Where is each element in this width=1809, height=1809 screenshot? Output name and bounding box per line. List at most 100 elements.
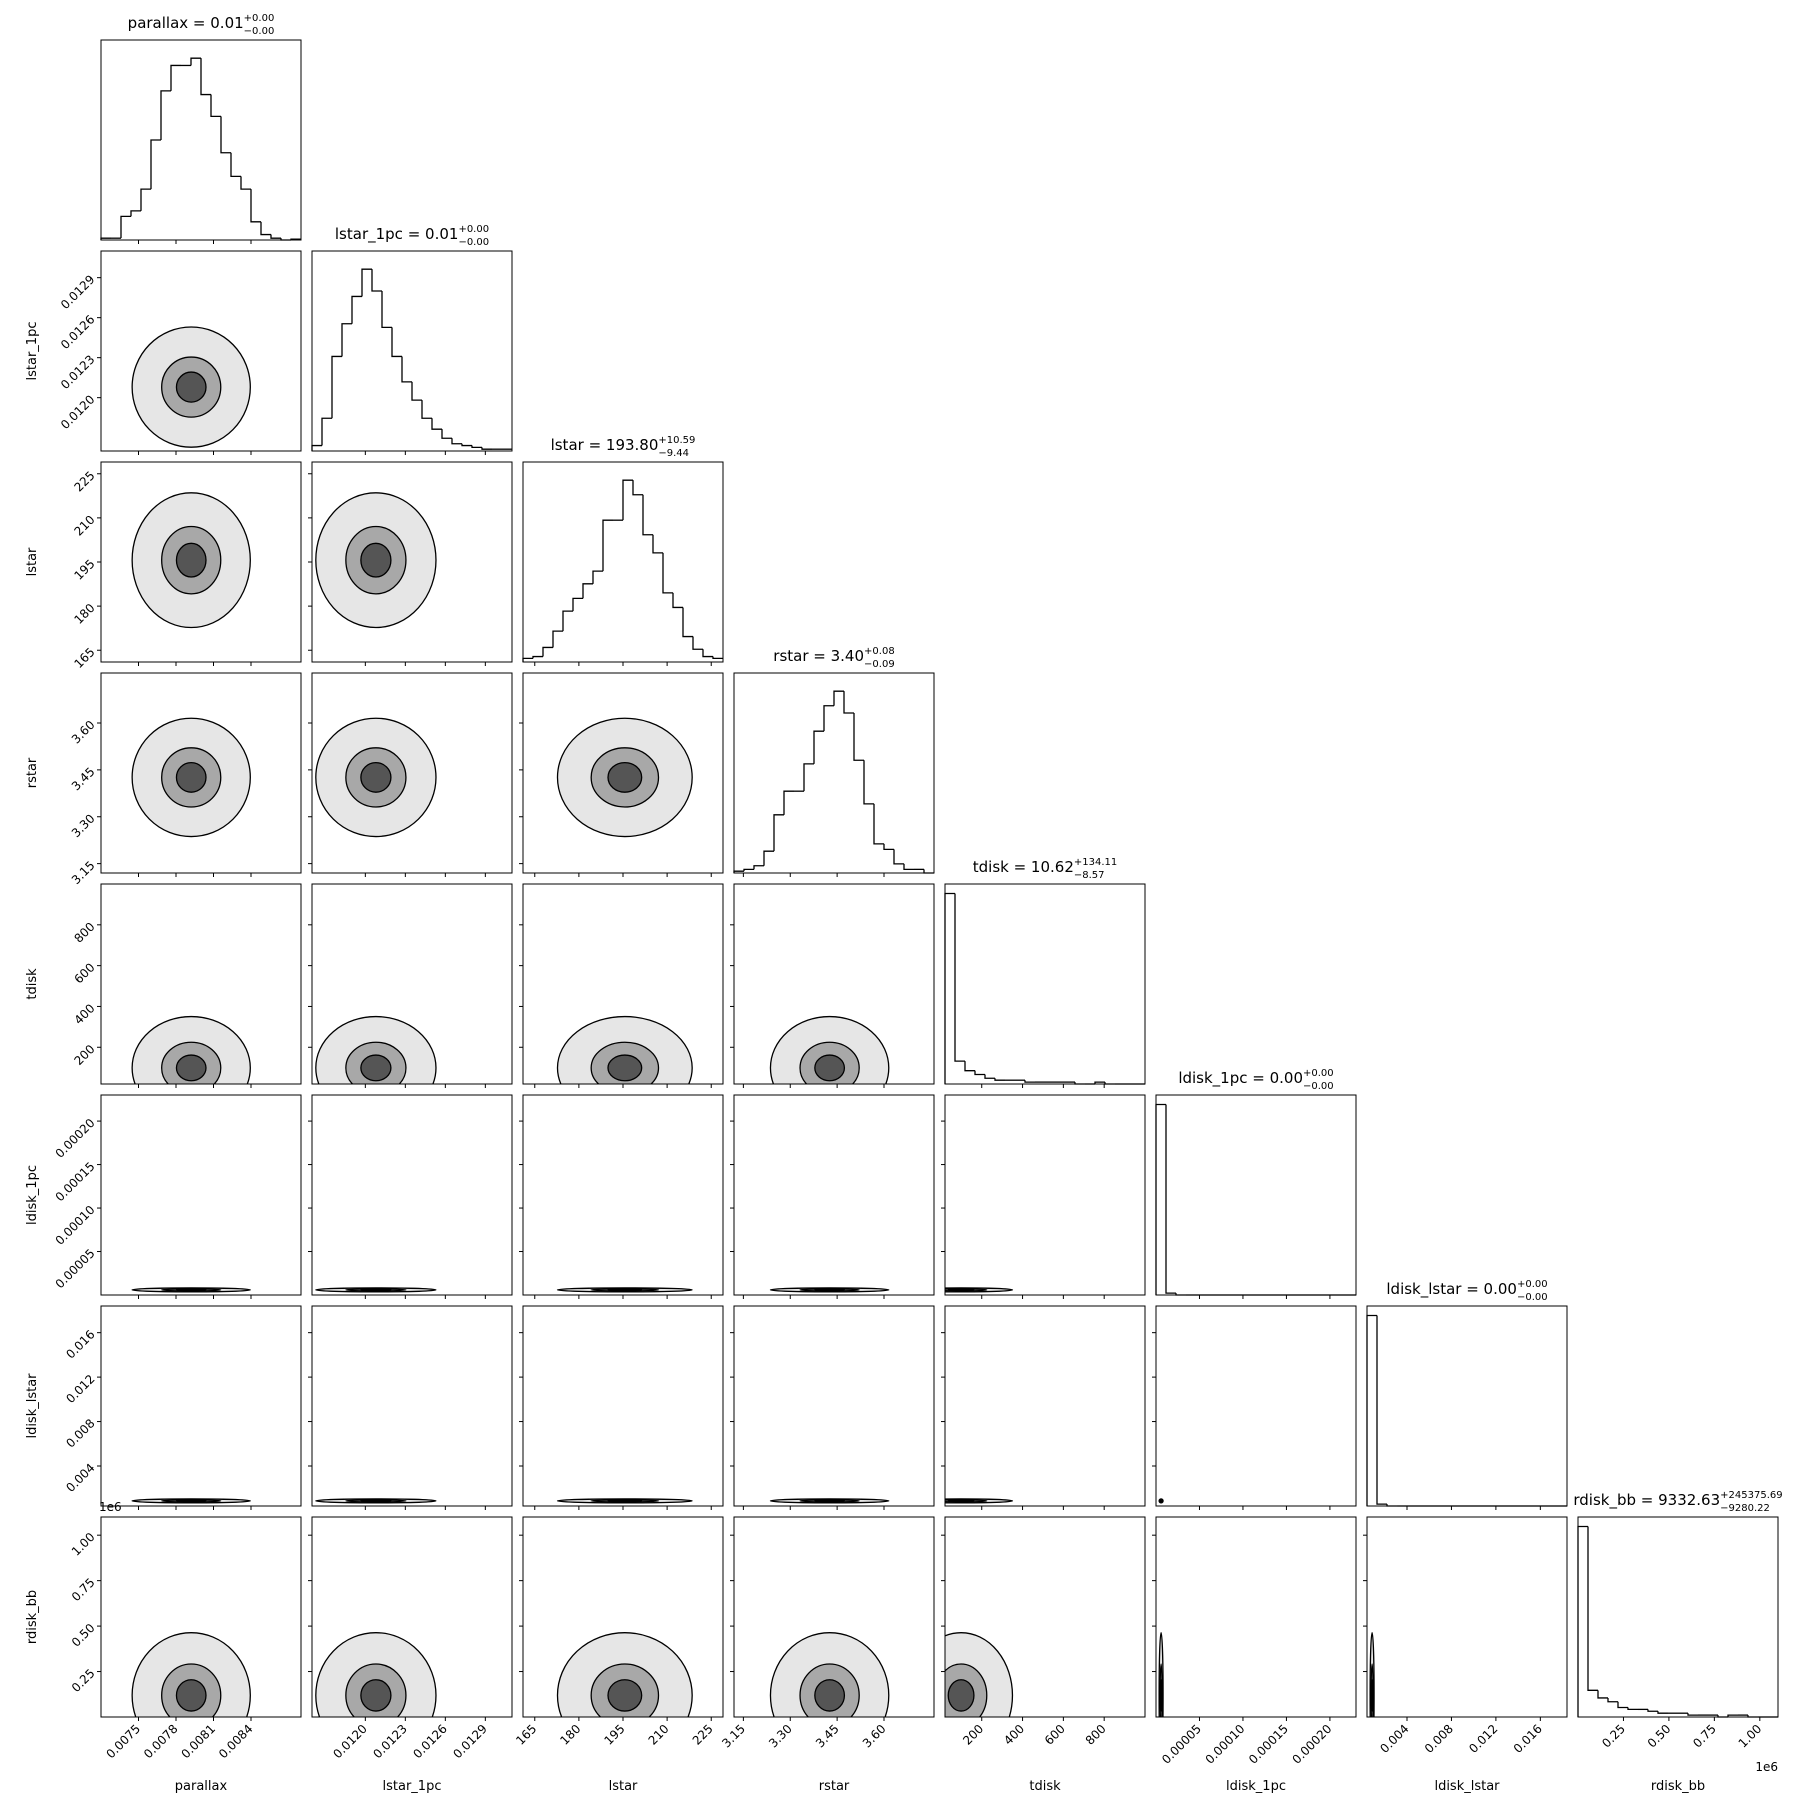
density-contour [1159, 1499, 1163, 1503]
y-tick-label: 3.30 [69, 811, 98, 840]
hist-bin [250, 189, 261, 223]
hist-bin [843, 691, 854, 714]
panel-frame [100, 1305, 302, 1507]
y-axis-label: ldisk_1pc [25, 1165, 40, 1225]
hist-bin [361, 268, 372, 297]
density-contour [1159, 1679, 1163, 1712]
panel-frame [100, 883, 302, 1085]
hist-bin [260, 221, 271, 236]
x-tick-label: 0.0084 [216, 1722, 256, 1762]
x-tick-label: 0.012 [1466, 1722, 1500, 1756]
hist-bin [572, 597, 583, 612]
y-tick-label: 800 [71, 920, 97, 946]
panel-frame [733, 1094, 935, 1296]
panel-title: lstar_1pc = 0.01+0.00 −0.00 [335, 224, 489, 248]
panel-title: tdisk = 10.62+134.11 −8.57 [973, 857, 1118, 881]
y-tick-label: 210 [71, 513, 97, 539]
panel-frame [311, 1094, 513, 1296]
hist-bin [592, 570, 603, 584]
density-contour [607, 1679, 643, 1712]
x-tick-label: 0.016 [1511, 1722, 1545, 1756]
x-tick-label: 0.00005 [1159, 1722, 1204, 1767]
hist-bin [200, 58, 211, 96]
title-upper: +10.59 [658, 435, 695, 446]
x-tick-label: 165 [513, 1722, 539, 1748]
y-tick-label: 195 [71, 557, 97, 583]
y-tick-label: 1.00 [69, 1530, 98, 1559]
y-tick-label: 0.0129 [58, 272, 98, 312]
hist-bin [984, 1074, 995, 1079]
y-tick-label: 0.25 [69, 1666, 98, 1695]
panel-frame [311, 1516, 513, 1718]
x-tick-label: 0.0120 [330, 1722, 370, 1762]
y-tick-label: 0.00015 [53, 1159, 98, 1204]
y-tick-label: 600 [71, 960, 97, 986]
x-tick-label: 0.004 [1377, 1722, 1411, 1756]
hist-bin [1607, 1697, 1618, 1703]
y-tick-label: 180 [71, 601, 97, 627]
hist-bin [602, 519, 613, 572]
panel-frame [311, 672, 513, 874]
hist-bin [190, 57, 201, 66]
hist-bin [170, 64, 181, 91]
y-tick-label: 0.00020 [53, 1116, 98, 1161]
hist-bin [481, 447, 492, 450]
hist-bin [120, 215, 131, 239]
panel-frame [100, 672, 302, 874]
title-upper: +134.11 [1074, 857, 1117, 868]
density-contour [814, 1499, 846, 1503]
x-axis-label: ldisk_1pc [1226, 1779, 1286, 1794]
y-tick-label: 0.0123 [58, 352, 98, 392]
x-tick-label: 0.00015 [1246, 1722, 1291, 1767]
hist-bin [381, 291, 392, 329]
y-tick-label: 0.00010 [53, 1203, 98, 1248]
y-tick-label: 165 [71, 645, 97, 671]
density-contour [360, 1054, 392, 1082]
panel-title: rdisk_bb = 9332.63+245375.69 −9280.22 [1573, 1490, 1782, 1514]
title-main: rstar = 3.40 [773, 647, 864, 665]
title-lower: −8.57 [1074, 870, 1105, 881]
x-tick-label: 600 [1042, 1722, 1068, 1748]
hist-bin [1627, 1707, 1638, 1711]
hist-bin [1597, 1690, 1608, 1699]
panel-frame [1155, 1305, 1357, 1507]
hist-bin [1366, 1314, 1377, 1506]
x-tick-label: 0.00020 [1290, 1722, 1335, 1767]
panel-frame [311, 883, 513, 1085]
hist-bin [311, 444, 322, 451]
panel-title: parallax = 0.01+0.00 −0.00 [128, 13, 275, 37]
hist-bin [642, 494, 653, 536]
panel-frame [311, 1305, 513, 1507]
hist-bin [1024, 1080, 1035, 1083]
hist-bin [421, 400, 432, 419]
x-axis-label: rdisk_bb [1651, 1779, 1705, 1794]
panel-frame [733, 1305, 935, 1507]
x-tick-label: 0.0126 [410, 1722, 450, 1762]
y-tick-label: 0.016 [63, 1327, 97, 1361]
hist-bin [1094, 1081, 1105, 1084]
y-tick-label: 0.0120 [58, 392, 98, 432]
density-contour [607, 1288, 643, 1292]
x-tick-label: 0.00010 [1203, 1722, 1248, 1767]
hist-bin [1727, 1714, 1738, 1717]
title-lower: −0.00 [1517, 1292, 1548, 1303]
y-tick-label: 0.00005 [53, 1246, 98, 1291]
y-tick-label: 0.50 [69, 1621, 98, 1650]
density-contour [360, 542, 392, 578]
y-tick-label: 3.45 [69, 765, 98, 794]
panel-frame [733, 672, 935, 874]
hist-bin [773, 814, 784, 852]
y-tick-label: 200 [71, 1042, 97, 1068]
x-tick-label: 200 [960, 1722, 986, 1748]
density-contour [360, 1499, 392, 1503]
x-axis-label: rstar [819, 1779, 850, 1794]
hist-bin [351, 295, 362, 324]
y-axis-label: lstar_1pc [25, 322, 40, 381]
hist-bin [1577, 1525, 1588, 1717]
title-main: ldisk_lstar = 0.00 [1386, 1280, 1517, 1299]
x-tick-label: 800 [1083, 1722, 1109, 1748]
x-tick-label: 0.008 [1422, 1722, 1456, 1756]
panel-frame [944, 1516, 1146, 1718]
panel-frame [1366, 1305, 1568, 1507]
